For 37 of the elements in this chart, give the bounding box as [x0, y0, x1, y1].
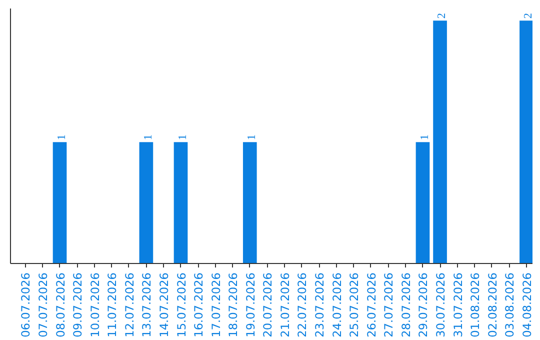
data-label: 2	[436, 12, 448, 19]
x-tick-label: 11.07.2026	[105, 272, 120, 338]
x-tick-label: 15.07.2026	[174, 272, 188, 338]
x-tick-label: 29.07.2026	[416, 272, 430, 338]
x-tick-label: 07.07.2026	[36, 272, 50, 338]
x-tick-label: 03.08.2026	[502, 272, 517, 338]
x-tick-label: 14.07.2026	[156, 272, 171, 338]
x-tick-label: 19.07.2026	[243, 272, 258, 338]
data-label: 1	[246, 134, 258, 140]
x-tick-label: 10.07.2026	[88, 272, 102, 338]
x-tick-label: 04.08.2026	[520, 272, 534, 338]
x-tick-label: 28.07.2026	[398, 272, 413, 338]
data-label: 1	[418, 134, 431, 140]
x-tick-label: 06.07.2026	[18, 272, 33, 338]
x-tick-label: 25.07.2026	[347, 272, 362, 338]
data-label: 1	[56, 134, 68, 140]
x-tick-label: 16.07.2026	[192, 272, 206, 338]
x-tick-label: 08.07.2026	[53, 272, 68, 338]
x-tick-label: 21.07.2026	[278, 272, 292, 338]
x-tick-label: 17.07.2026	[208, 272, 223, 338]
data-label: 1	[142, 134, 154, 140]
data-label: 1	[176, 134, 189, 140]
x-tick-label: 24.07.2026	[330, 272, 344, 338]
x-tick-label: 20.07.2026	[260, 272, 275, 338]
data-label: 2	[522, 12, 535, 19]
x-tick-label: 31.07.2026	[450, 272, 465, 338]
x-tick-label: 01.08.2026	[468, 272, 482, 338]
x-tick-label: 26.07.2026	[364, 272, 378, 338]
x-tick-label: 02.08.2026	[485, 272, 500, 338]
x-tick-label: 18.07.2026	[226, 272, 240, 338]
x-tick-label: 09.07.2026	[70, 272, 85, 338]
x-tick-label: 13.07.2026	[140, 272, 154, 338]
x-tick-label: 22.07.2026	[295, 272, 310, 338]
x-tick-label: 12.07.2026	[122, 272, 136, 338]
x-tick-label: 27.07.2026	[382, 272, 396, 338]
x-tick-label: 23.07.2026	[312, 272, 327, 338]
x-tick-label: 30.07.2026	[434, 272, 448, 338]
